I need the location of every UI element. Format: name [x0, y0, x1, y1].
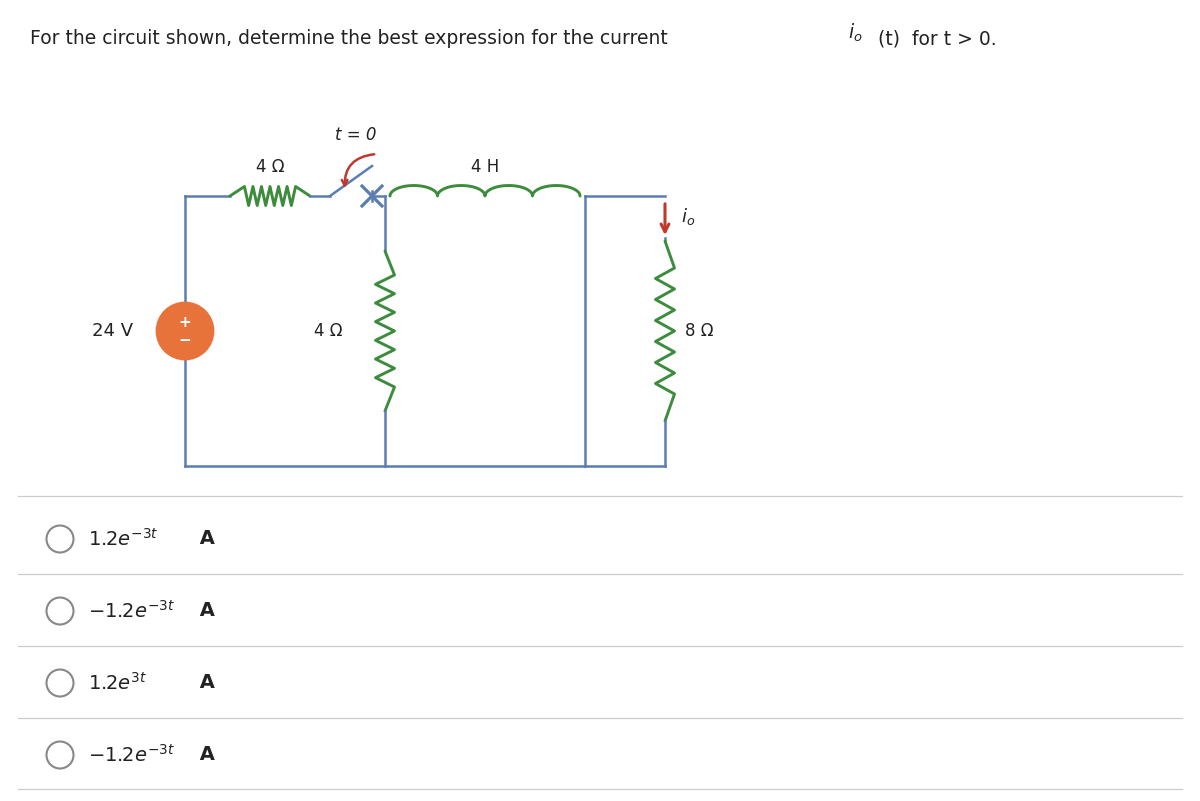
Text: $1.2e^{3t}$: $1.2e^{3t}$: [88, 672, 148, 694]
Text: 4 H: 4 H: [470, 158, 499, 176]
Text: 24 V: 24 V: [92, 322, 133, 340]
Text: A: A: [193, 529, 215, 549]
Text: −: −: [179, 333, 191, 348]
Text: For the circuit shown, determine the best expression for the current: For the circuit shown, determine the bes…: [30, 30, 673, 49]
Text: A: A: [193, 674, 215, 693]
Text: A: A: [193, 746, 215, 764]
Text: $i_o$: $i_o$: [848, 22, 863, 43]
Text: 4 Ω: 4 Ω: [256, 158, 284, 176]
Text: $-1.2e^{-3t}$: $-1.2e^{-3t}$: [88, 744, 175, 766]
Text: A: A: [193, 602, 215, 621]
Text: t = 0: t = 0: [335, 126, 377, 144]
Text: 8 Ω: 8 Ω: [685, 322, 714, 340]
Text: (t)  for t > 0.: (t) for t > 0.: [878, 30, 997, 49]
Text: $i_o$: $i_o$: [682, 206, 695, 227]
Text: 4 Ω: 4 Ω: [314, 322, 343, 340]
Circle shape: [157, 303, 214, 359]
Text: $-1.2e^{-3t}$: $-1.2e^{-3t}$: [88, 600, 175, 622]
Text: +: +: [179, 315, 191, 330]
Text: $1.2e^{-3t}$: $1.2e^{-3t}$: [88, 528, 158, 550]
